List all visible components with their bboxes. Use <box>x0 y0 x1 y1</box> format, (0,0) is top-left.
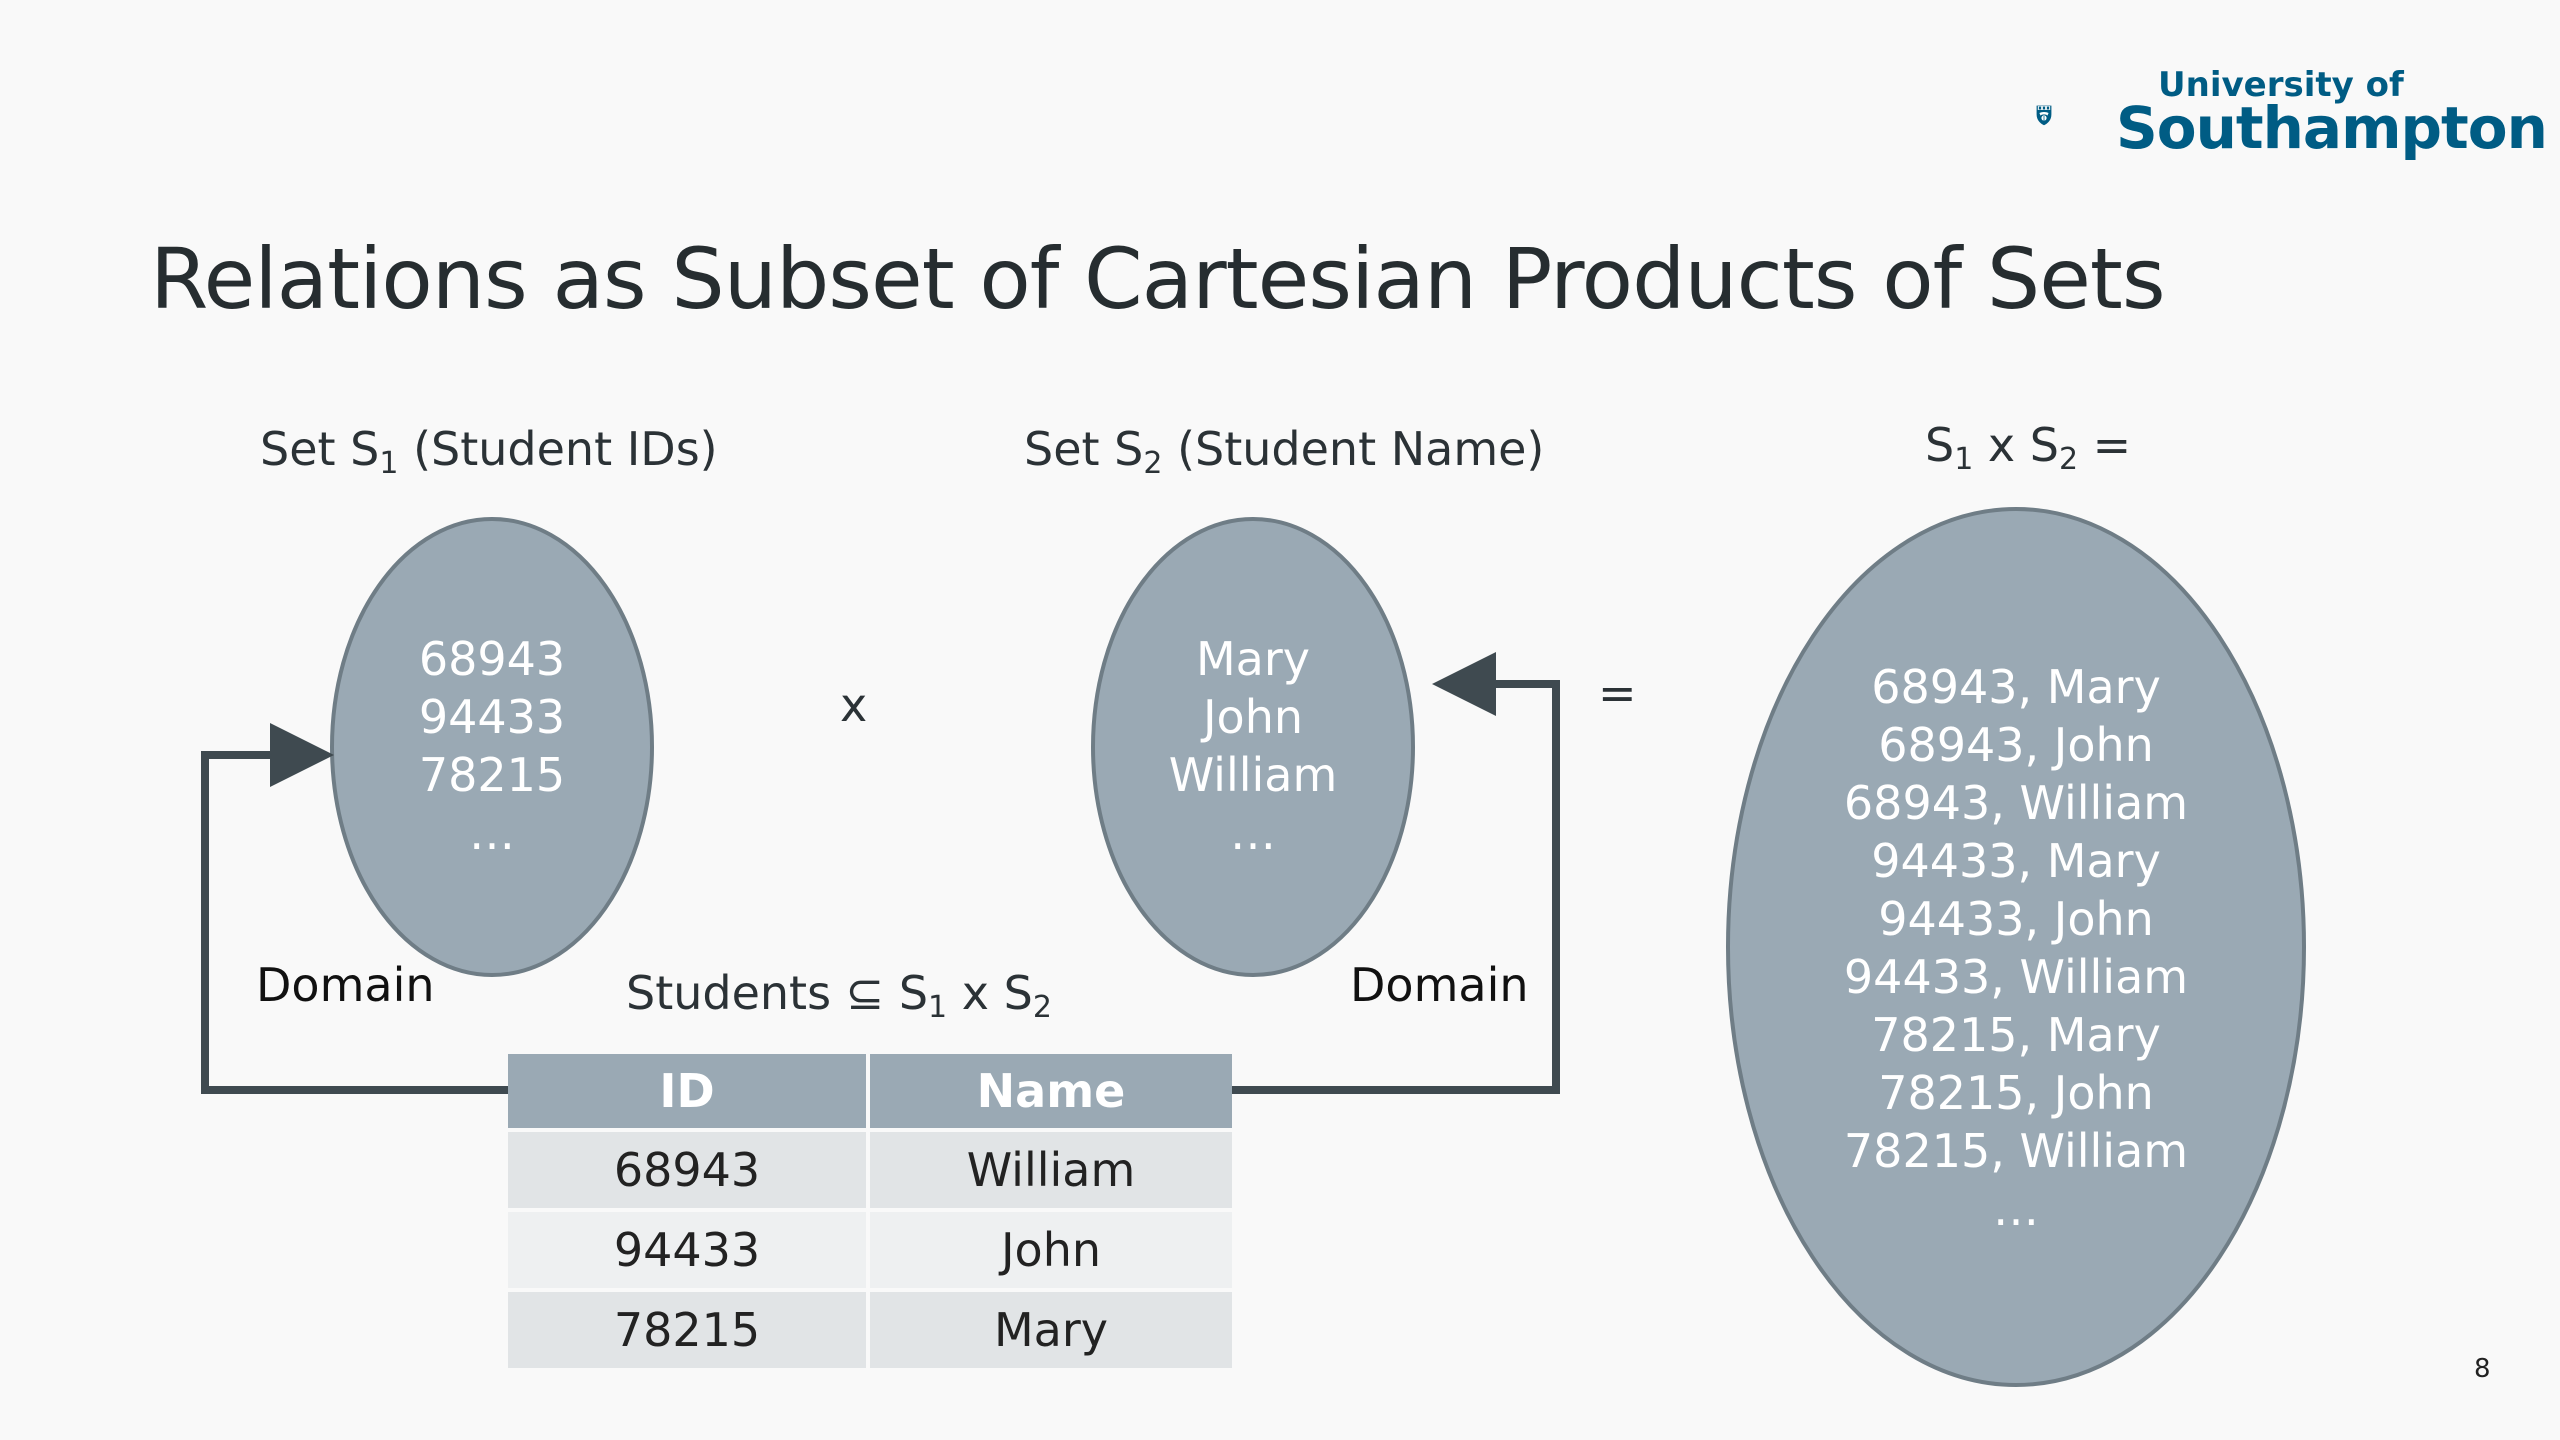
product-label: S1 x S2 = <box>1925 418 2132 477</box>
logo-text-top: University of <box>2158 65 2404 105</box>
university-crest-icon <box>2036 105 2052 126</box>
table-row: 68943 William <box>508 1128 1232 1210</box>
product-items: 68943, Mary 68943, John 68943, William 9… <box>1736 658 2296 1238</box>
students-table: ID Name 68943 William 94433 John 78215 M… <box>508 1054 1232 1368</box>
product-item: 68943, Mary <box>1871 660 2161 714</box>
students-label: Students ⊆ S1 x S2 <box>626 966 1052 1025</box>
left-domain-label: Domain <box>256 958 435 1012</box>
table-row: 78215 Mary <box>508 1288 1232 1368</box>
set1-item: … <box>469 806 515 860</box>
set1-item: 94433 <box>418 690 566 744</box>
column-header-name: Name <box>868 1054 1232 1130</box>
set2-items: Mary John William … <box>1093 630 1413 862</box>
set2-label: Set S2 (Student Name) <box>1024 422 1545 481</box>
slide-title: Relations as Subset of Cartesian Product… <box>150 230 2166 328</box>
set2-item: … <box>1230 806 1276 860</box>
column-header-id: ID <box>508 1054 870 1130</box>
set2-item: John <box>1202 690 1304 744</box>
set2-ellipse <box>1091 517 1415 977</box>
product-ellipse <box>1726 507 2306 1387</box>
cell-name: Mary <box>868 1288 1232 1368</box>
table-header-row: ID Name <box>508 1054 1232 1130</box>
cell-name: William <box>868 1128 1232 1210</box>
product-item: 68943, John <box>1878 718 2154 772</box>
set2-item: Mary <box>1195 632 1310 686</box>
set2-item: William <box>1168 748 1338 802</box>
right-domain-label: Domain <box>1350 958 1529 1012</box>
left-domain-arrow <box>201 723 568 1094</box>
times-operator: x <box>840 678 868 732</box>
cell-id: 78215 <box>508 1288 870 1368</box>
product-item: … <box>1993 1182 2039 1236</box>
set1-item: 78215 <box>418 748 566 802</box>
set1-items: 68943 94433 78215 … <box>332 630 652 862</box>
product-item: 94433, John <box>1878 892 2154 946</box>
right-domain-arrow <box>1195 652 1560 1094</box>
cell-name: John <box>868 1208 1232 1290</box>
product-item: 78215, William <box>1843 1124 2189 1178</box>
page-number: 8 <box>2474 1354 2491 1384</box>
cell-id: 94433 <box>508 1208 870 1290</box>
product-item: 78215, John <box>1878 1066 2154 1120</box>
product-item: 68943, William <box>1843 776 2189 830</box>
table-row: 94433 John <box>508 1208 1232 1290</box>
cell-id: 68943 <box>508 1128 870 1210</box>
set1-label: Set S1 (Student IDs) <box>260 422 718 481</box>
product-item: 78215, Mary <box>1871 1008 2161 1062</box>
product-item: 94433, William <box>1843 950 2189 1004</box>
set1-item: 68943 <box>418 632 566 686</box>
equals-operator: = <box>1598 666 1637 720</box>
product-item: 94433, Mary <box>1871 834 2161 888</box>
logo-text-main: Southampton <box>2116 94 2548 162</box>
